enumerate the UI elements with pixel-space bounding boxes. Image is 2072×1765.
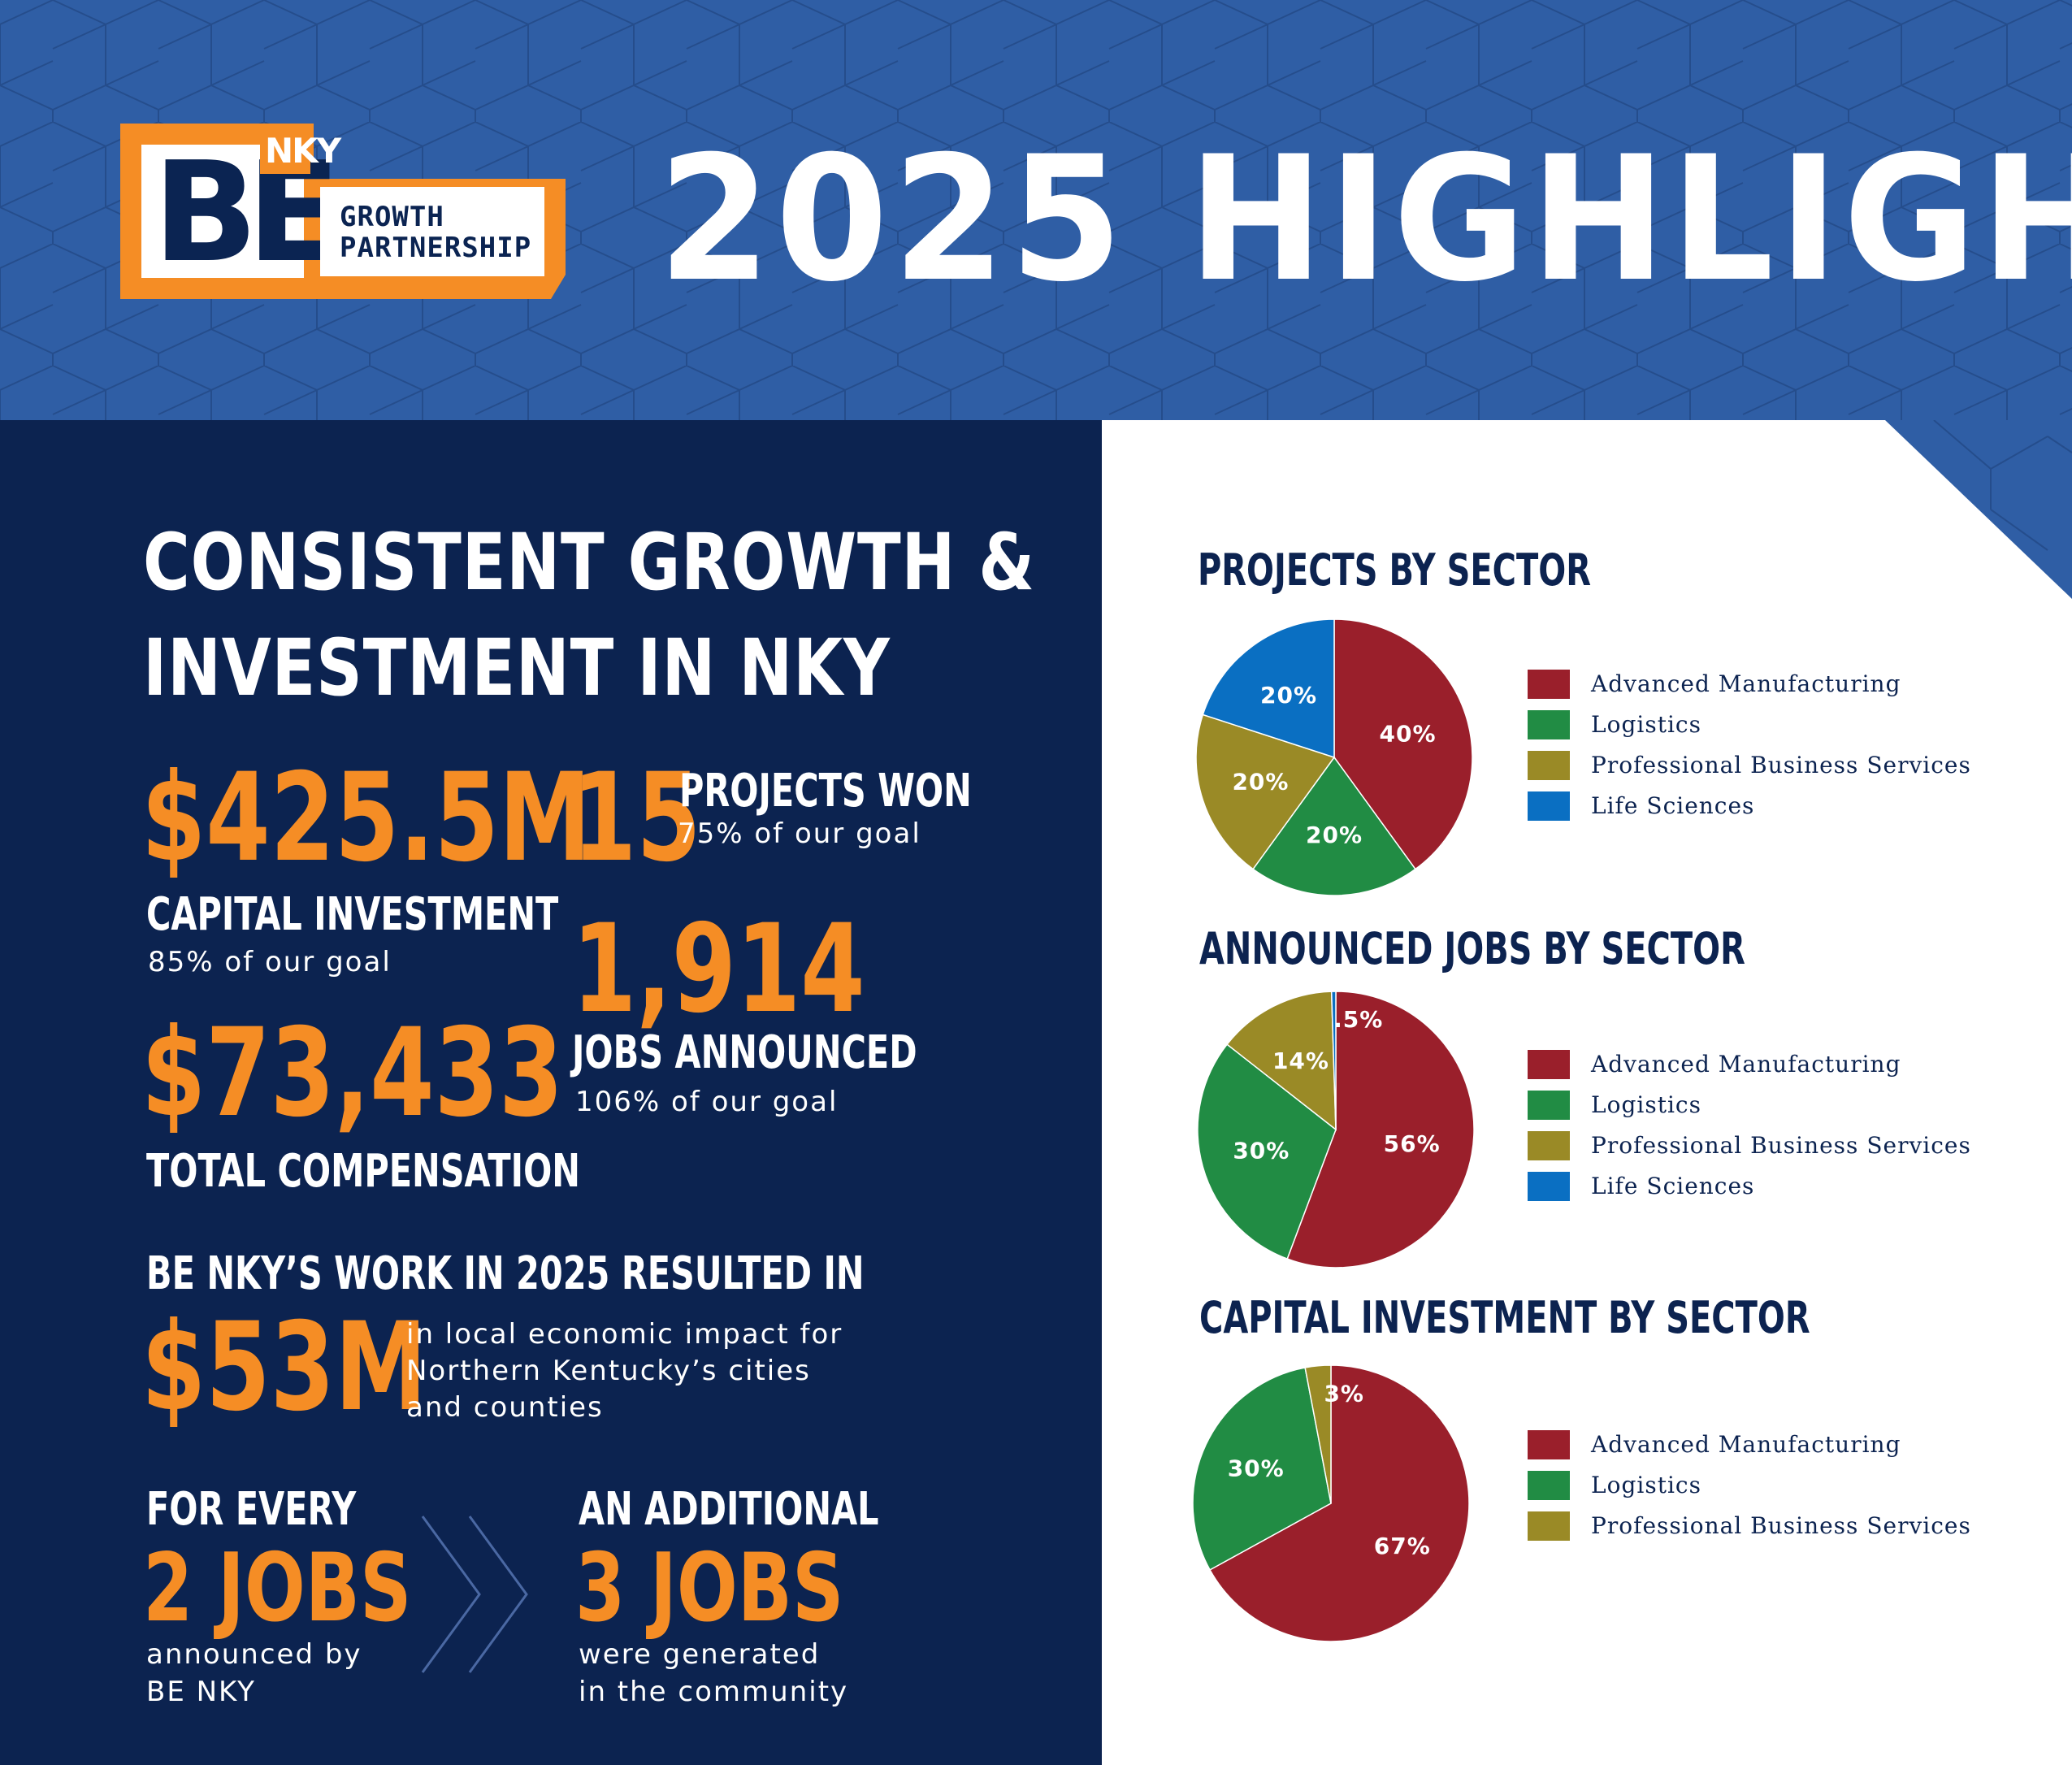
legend-swatch [1528, 1430, 1570, 1459]
legend-swatch [1528, 791, 1570, 821]
three-jobs-sub-1: were generated [579, 1638, 821, 1671]
pie-slice-logistics [1192, 1367, 1332, 1571]
logo-white-label [320, 187, 544, 276]
pie-slice-label: 30% [1233, 1138, 1290, 1164]
three-jobs-sub-2: in the community [579, 1676, 849, 1708]
legend-swatch [1528, 1471, 1570, 1500]
pie-slice-logistics [1252, 756, 1416, 896]
chart-title: CAPITAL INVESTMENT BY SECTOR [1199, 1292, 1810, 1343]
pie-chart: 40% 20% 20% 20% [1195, 618, 1473, 896]
legend-label: Professional Business Services [1591, 1132, 1971, 1159]
pie-slice-label: 40% [1380, 721, 1437, 748]
pie-chart: 67% 30% 3% [1192, 1364, 1470, 1642]
pie-slice-professional-business-services [1226, 991, 1337, 1131]
pie-slice-label: 30% [1228, 1455, 1285, 1482]
legend-swatch [1528, 710, 1570, 739]
legend-swatch [1528, 1172, 1570, 1201]
legend-swatch [1528, 1091, 1570, 1120]
pie-slice-advanced-manufacturing [1209, 1364, 1470, 1642]
legend-label: Professional Business Services [1591, 752, 1971, 778]
pie-slice-advanced-manufacturing [1286, 991, 1475, 1268]
capital-investment-value: $425.5M [141, 748, 592, 889]
legend-label: Life Sciences [1591, 792, 1755, 819]
impact-text-line-1: in local economic impact for [406, 1318, 843, 1351]
total-compensation-label: TOTAL COMPENSATION [146, 1145, 580, 1198]
pie-slice-advanced-manufacturing [1333, 618, 1473, 870]
pie-chart: 56% 30% 14%.5% [1197, 991, 1475, 1268]
pie-slice-label: 20% [1260, 682, 1317, 709]
jobs-announced-goal: 106% of our goal [575, 1086, 839, 1118]
for-every-label: FOR EVERY [146, 1483, 357, 1536]
legend-label: Advanced Manufacturing [1591, 1051, 1901, 1078]
pie-slice-professional-business-services [1195, 713, 1336, 870]
two-jobs-sub-2: BE NKY [146, 1676, 256, 1708]
projects-won-goal: 75% of our goal [678, 817, 921, 850]
corner-pattern [1885, 420, 2072, 599]
logo-line-partnership: PARTNERSHIP [340, 232, 532, 264]
pie-slice-label: 3% [1324, 1380, 1364, 1407]
pie-slice-logistics [1197, 1043, 1337, 1260]
pie-slice-professional-business-services [1304, 1364, 1332, 1504]
jobs-announced-value: 1,914 [572, 899, 865, 1040]
heading-line-2: INVESTMENT IN NKY [143, 622, 891, 713]
jobs-announced-label: JOBS ANNOUNCED [572, 1026, 917, 1079]
legend-label: Advanced Manufacturing [1591, 1431, 1901, 1458]
legend-swatch [1528, 670, 1570, 699]
two-jobs-value: 2 JOBS [143, 1533, 412, 1643]
impact-heading: BE NKY’S WORK IN 2025 RESULTED IN [146, 1247, 865, 1300]
capital-investment-label: CAPITAL INVESTMENT [146, 888, 559, 941]
projects-won-value: 15 [572, 748, 701, 889]
logo-nky-text: NKY [265, 131, 341, 171]
impact-value: $53M [141, 1297, 427, 1438]
legend-swatch [1528, 1050, 1570, 1079]
chart-title: PROJECTS BY SECTOR [1198, 544, 1591, 596]
header-banner: BE NKY GROWTH PARTNERSHIP 2025 HIGHLIGHT… [0, 0, 2072, 420]
two-jobs-sub-1: announced by [146, 1638, 362, 1671]
impact-text-line-2: Northern Kentucky’s cities [406, 1355, 811, 1387]
legend-swatch [1528, 1511, 1570, 1541]
pie-slice-label: .5% [1333, 1006, 1383, 1033]
pie-slice-life-sciences [1202, 618, 1335, 759]
heading-line-1: CONSISTENT GROWTH & [143, 517, 1035, 608]
legend-swatch [1528, 751, 1570, 780]
pie-slice-label: 20% [1306, 822, 1363, 848]
logo-line-growth: GROWTH [340, 201, 444, 233]
pie-slice-label: 56% [1384, 1130, 1441, 1157]
be-nky-logo: BE NKY GROWTH PARTNERSHIP [120, 124, 566, 299]
page-title: 2025 HIGHLIGHTS [658, 119, 2072, 319]
projects-won-label: PROJECTS WON [679, 765, 972, 817]
legend-label: Professional Business Services [1591, 1512, 1971, 1539]
chevron-right-icon [421, 1516, 528, 1673]
logo-nky-tab: NKY [260, 128, 341, 174]
logo-growth-partnership: GROWTH PARTNERSHIP [340, 202, 531, 263]
pie-slice-label: 67% [1374, 1533, 1431, 1559]
pie-slice-label: 20% [1232, 768, 1289, 795]
three-jobs-value: 3 JOBS [575, 1533, 844, 1643]
capital-investment-goal: 85% of our goal [148, 946, 392, 978]
legend-label: Logistics [1591, 711, 1701, 738]
legend-label: Logistics [1591, 1472, 1701, 1498]
chart-title: ANNOUNCED JOBS BY SECTOR [1199, 923, 1745, 974]
pie-slice-label: 14% [1272, 1047, 1329, 1074]
legend-label: Logistics [1591, 1091, 1701, 1118]
legend-label: Life Sciences [1591, 1173, 1755, 1199]
impact-text-line-3: and counties [406, 1391, 604, 1424]
total-compensation-value: $73,433 [141, 1003, 564, 1144]
legend-swatch [1528, 1131, 1570, 1160]
highlights-panel [0, 420, 1102, 1765]
pie-slice-life-sciences [1330, 991, 1337, 1130]
legend-label: Advanced Manufacturing [1591, 670, 1901, 697]
additional-label: AN ADDITIONAL [579, 1483, 879, 1536]
